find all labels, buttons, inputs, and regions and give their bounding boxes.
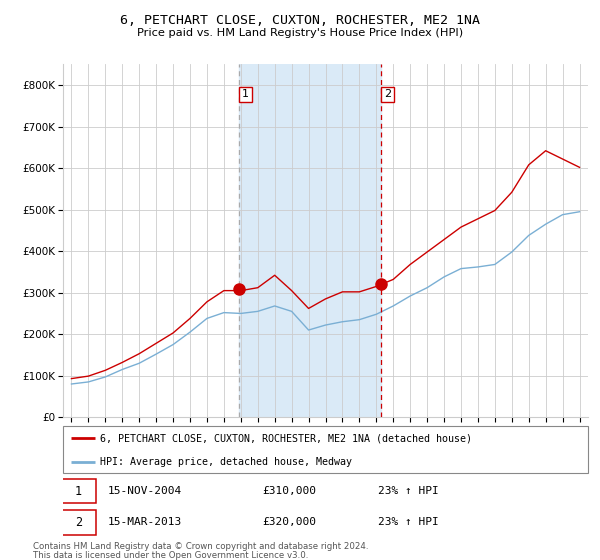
Text: 1: 1	[74, 484, 82, 497]
Text: 6, PETCHART CLOSE, CUXTON, ROCHESTER, ME2 1NA (detached house): 6, PETCHART CLOSE, CUXTON, ROCHESTER, ME…	[100, 433, 472, 444]
Text: 23% ↑ HPI: 23% ↑ HPI	[378, 517, 439, 528]
Text: Price paid vs. HM Land Registry's House Price Index (HPI): Price paid vs. HM Land Registry's House …	[137, 28, 463, 38]
Text: 1: 1	[242, 89, 249, 99]
Text: 2: 2	[384, 89, 391, 99]
FancyBboxPatch shape	[61, 479, 96, 503]
Text: 6, PETCHART CLOSE, CUXTON, ROCHESTER, ME2 1NA: 6, PETCHART CLOSE, CUXTON, ROCHESTER, ME…	[120, 14, 480, 27]
Text: This data is licensed under the Open Government Licence v3.0.: This data is licensed under the Open Gov…	[33, 551, 308, 560]
Text: HPI: Average price, detached house, Medway: HPI: Average price, detached house, Medw…	[100, 458, 352, 467]
Text: 15-NOV-2004: 15-NOV-2004	[107, 486, 182, 496]
Text: 15-MAR-2013: 15-MAR-2013	[107, 517, 182, 528]
Text: £320,000: £320,000	[263, 517, 317, 528]
Bar	[239, 64, 380, 417]
FancyBboxPatch shape	[61, 510, 96, 535]
Text: 23% ↑ HPI: 23% ↑ HPI	[378, 486, 439, 496]
Text: Contains HM Land Registry data © Crown copyright and database right 2024.: Contains HM Land Registry data © Crown c…	[33, 542, 368, 550]
Text: 2: 2	[74, 516, 82, 529]
Text: £310,000: £310,000	[263, 486, 317, 496]
